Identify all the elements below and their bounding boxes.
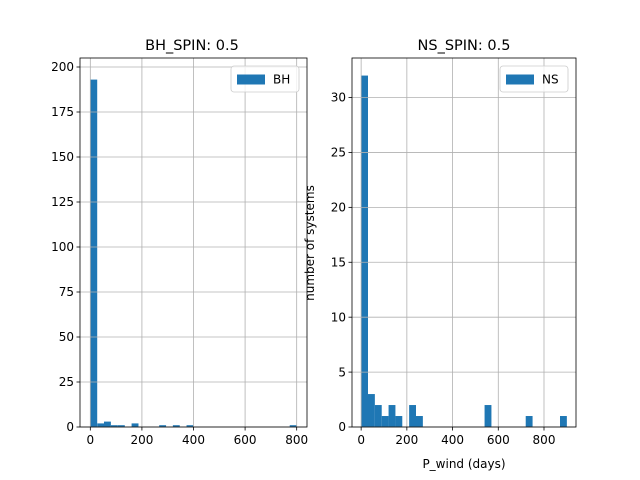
bh-y-axis: 0 25 50 75 100 125 150 175 200	[51, 60, 80, 434]
bh-x-tick-label: 400	[182, 433, 205, 447]
bh-y-tick-label: 75	[59, 285, 74, 299]
bh-y-tick-label: 25	[59, 375, 74, 389]
ns-bar	[381, 416, 389, 427]
bh-histogram-panel: BH_SPIN: 0.5 0 200 400 600 800 0 25 50 75 100 125 1…	[51, 38, 308, 447]
ns-x-axis-label: P_wind (days)	[422, 457, 505, 471]
bh-bar	[172, 425, 180, 427]
bh-y-tick-label: 125	[51, 195, 74, 209]
ns-bar	[560, 416, 567, 427]
bh-bars	[90, 79, 297, 427]
ns-x-axis: 0 200 400 600 800	[357, 427, 555, 447]
bh-bar	[289, 425, 297, 427]
bh-bar	[117, 425, 125, 427]
bh-y-tick-label: 200	[51, 60, 74, 74]
ns-bar	[388, 405, 396, 427]
bh-x-tick-label: 800	[285, 433, 308, 447]
ns-bars	[361, 75, 567, 428]
ns-y-tick-label: 15	[331, 255, 346, 269]
ns-y-tick-label: 5	[338, 365, 346, 379]
bh-bar	[90, 79, 98, 427]
bh-legend: BH	[230, 65, 300, 93]
ns-bar	[409, 405, 416, 427]
ns-plot-frame	[351, 57, 577, 428]
ns-x-tick-label: 800	[533, 433, 556, 447]
ns-bar	[416, 416, 423, 427]
ns-y-tick-label: 30	[331, 91, 346, 105]
ns-y-tick-label: 25	[331, 146, 346, 160]
bh-y-tick-label: 175	[51, 105, 74, 119]
bh-bar	[103, 421, 111, 427]
ns-chart-title: NS_SPIN: 0.5	[418, 38, 511, 54]
bh-x-axis: 0 200 400 600 800	[86, 427, 308, 447]
ns-bar	[525, 416, 533, 427]
bh-legend-swatch	[237, 74, 265, 85]
bh-y-tick-label: 50	[59, 330, 74, 344]
ns-y-tick-label: 0	[338, 420, 346, 434]
bh-chart-title: BH_SPIN: 0.5	[145, 38, 239, 54]
ns-legend: NS	[499, 65, 569, 93]
ns-x-tick-label: 200	[395, 433, 418, 447]
bh-bar	[97, 423, 105, 427]
bh-legend-label: BH	[273, 73, 290, 87]
ns-histogram-panel: NS_SPIN: 0.5 P_wind (days) number of sys…	[303, 38, 577, 471]
ns-legend-swatch	[506, 74, 534, 85]
ns-bar	[374, 405, 382, 427]
bh-x-tick-label: 0	[86, 433, 94, 447]
bh-bar	[131, 423, 139, 427]
ns-bar	[395, 416, 403, 427]
ns-x-tick-label: 400	[441, 433, 464, 447]
ns-bar	[361, 75, 368, 428]
ns-y-tick-label: 10	[331, 310, 346, 324]
bh-x-tick-label: 200	[130, 433, 153, 447]
bh-bar	[186, 425, 194, 427]
ns-x-tick-label: 600	[487, 433, 510, 447]
bh-x-tick-label: 600	[234, 433, 257, 447]
ns-y-tick-label: 20	[331, 201, 346, 215]
ns-bar	[484, 405, 492, 427]
ns-bar	[368, 394, 375, 427]
ns-x-tick-label: 0	[357, 433, 365, 447]
bh-bar	[110, 425, 118, 427]
ns-y-axis: 0 5 10 15 20 25 30	[331, 91, 352, 434]
bh-bar	[159, 425, 167, 427]
bh-y-tick-label: 0	[66, 420, 74, 434]
bh-y-tick-label: 150	[51, 150, 74, 164]
ns-y-axis-label: number of systems	[303, 185, 317, 301]
bh-y-tick-label: 100	[51, 240, 74, 254]
ns-legend-label: NS	[542, 73, 559, 87]
